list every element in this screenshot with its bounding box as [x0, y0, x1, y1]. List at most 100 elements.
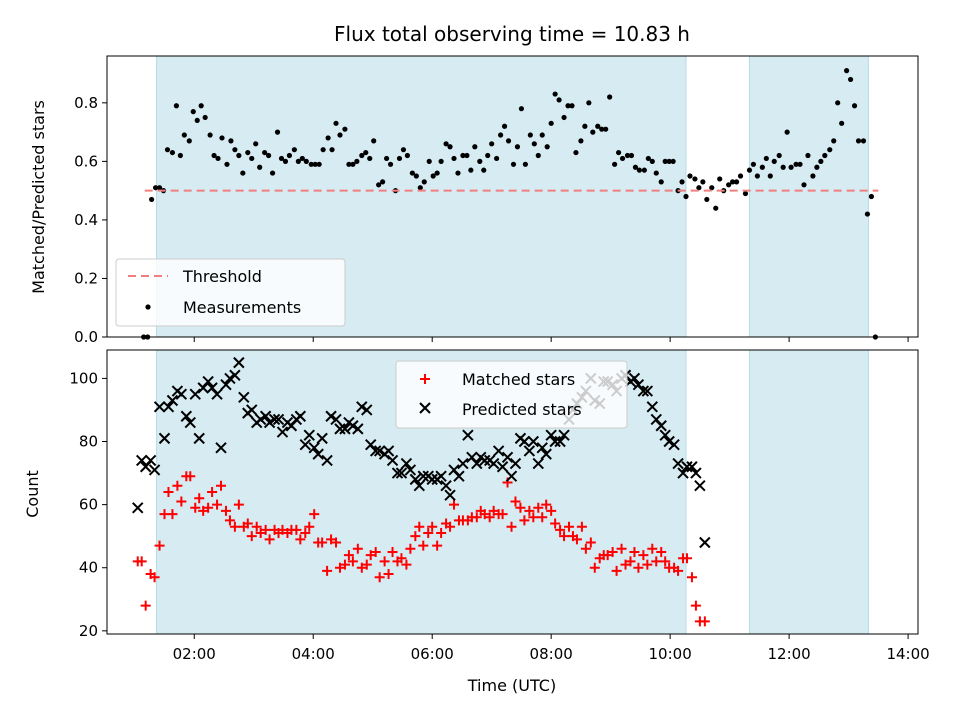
matched-star-point [537, 512, 548, 523]
predicted-star-point [229, 369, 241, 381]
measurement-point [612, 161, 618, 167]
measurement-point [666, 158, 672, 164]
measurement-point [797, 161, 803, 167]
predicted-star-point [347, 420, 359, 432]
measurement-point [409, 170, 415, 176]
matched-star-point [607, 546, 618, 557]
matched-star-point [550, 518, 561, 529]
matched-star-point [264, 534, 275, 545]
matched-star-point [651, 556, 662, 567]
measurement-point [464, 152, 470, 159]
measurement-point [224, 161, 230, 167]
predicted-star-point [254, 413, 267, 426]
measurement-point [709, 185, 715, 191]
top-y-tick-label: 0.6 [74, 152, 98, 170]
matched-star-point [339, 559, 350, 570]
bottom-legend: Matched stars Predicted stars [395, 360, 628, 429]
measurement-point [286, 152, 293, 159]
matched-star-point [304, 521, 315, 532]
predicted-star-point [312, 448, 324, 460]
predicted-star-point [663, 435, 675, 448]
matched-star-point [528, 512, 539, 523]
measurement-point [489, 141, 495, 147]
measurement-point [430, 173, 436, 179]
predicted-star-point [558, 429, 570, 441]
measurement-point [376, 182, 382, 188]
matched-star-point [497, 509, 508, 520]
matched-star-point [427, 521, 438, 532]
measurement-point [776, 152, 782, 159]
predicted-star-point [659, 429, 671, 441]
matched-star-point [647, 543, 658, 554]
measurement-point [186, 138, 192, 144]
measurement-point [236, 152, 242, 159]
predicted-star-point [505, 470, 518, 482]
measurement-point [704, 196, 710, 203]
measurement-point [350, 161, 356, 167]
measurement-point [535, 152, 541, 159]
predicted-star-point [677, 467, 689, 479]
bottom-y-tick-label: 20 [79, 622, 98, 640]
measurement-point [404, 152, 411, 159]
top-panel: 0.0 0.2 0.4 0.6 0.8 Flux total observing tim… [29, 22, 919, 346]
measurement-point [501, 123, 508, 129]
measurement-point [844, 68, 850, 74]
matched-star-point [149, 572, 160, 583]
matched-star-point [212, 499, 223, 510]
predicted-star-point [144, 454, 157, 467]
matched-star-point [625, 556, 636, 567]
bottom-y-ticks: 20 40 60 80 100 [69, 369, 107, 640]
measurement-point [636, 167, 643, 173]
top-measurement-points [141, 68, 878, 340]
measurement-point [291, 147, 297, 153]
measurement-point [864, 211, 871, 217]
predicted-star-point [202, 375, 214, 388]
predicted-star-point [549, 435, 561, 448]
measurement-point [215, 155, 221, 162]
predicted-star-point [699, 536, 711, 549]
matched-star-point [515, 502, 526, 513]
predicted-star-point [686, 461, 698, 473]
measurement-point [754, 173, 760, 179]
measurement-point [299, 155, 305, 162]
matched-star-point [638, 550, 649, 561]
predicted-star-point [233, 356, 245, 369]
measurement-point [742, 190, 749, 197]
measurement-point [750, 161, 757, 167]
predicted-star-point [166, 394, 179, 407]
measurement-point [544, 144, 550, 150]
matched-star-point [203, 502, 214, 513]
measurement-point [202, 114, 208, 121]
predicted-star-point [330, 413, 342, 426]
matched-star-point [154, 540, 165, 551]
matched-star-point [423, 528, 434, 539]
measurement-point [400, 147, 407, 153]
measurement-point [670, 158, 676, 164]
matched-star-point [642, 559, 653, 570]
measurement-point [282, 158, 289, 164]
measurement-point [767, 173, 773, 179]
measurement-point [784, 129, 790, 135]
predicted-star-point [462, 429, 474, 441]
predicted-star-point [373, 445, 386, 457]
measurement-point [426, 158, 432, 164]
measurement-point [164, 147, 171, 153]
matched-star-point [589, 562, 600, 573]
measurement-point [472, 144, 478, 150]
measurement-point [354, 158, 360, 164]
predicted-star-point [238, 391, 250, 404]
predicted-star-point [224, 372, 236, 385]
measurement-point [737, 173, 744, 179]
measurement-point [793, 161, 799, 167]
matched-star-point [220, 505, 231, 516]
predicted-star-point [641, 385, 654, 397]
predicted-star-point [681, 461, 693, 473]
predicted-star-point [509, 457, 522, 470]
predicted-star-point [628, 372, 641, 385]
measurement-point [232, 147, 238, 153]
bottom-x-tick-label: 12:00 [767, 645, 810, 663]
measurement-point [262, 149, 268, 156]
predicted-star-point [444, 489, 456, 501]
bottom-x-tick-label: 14:00 [886, 645, 929, 663]
measurement-point [759, 164, 765, 170]
